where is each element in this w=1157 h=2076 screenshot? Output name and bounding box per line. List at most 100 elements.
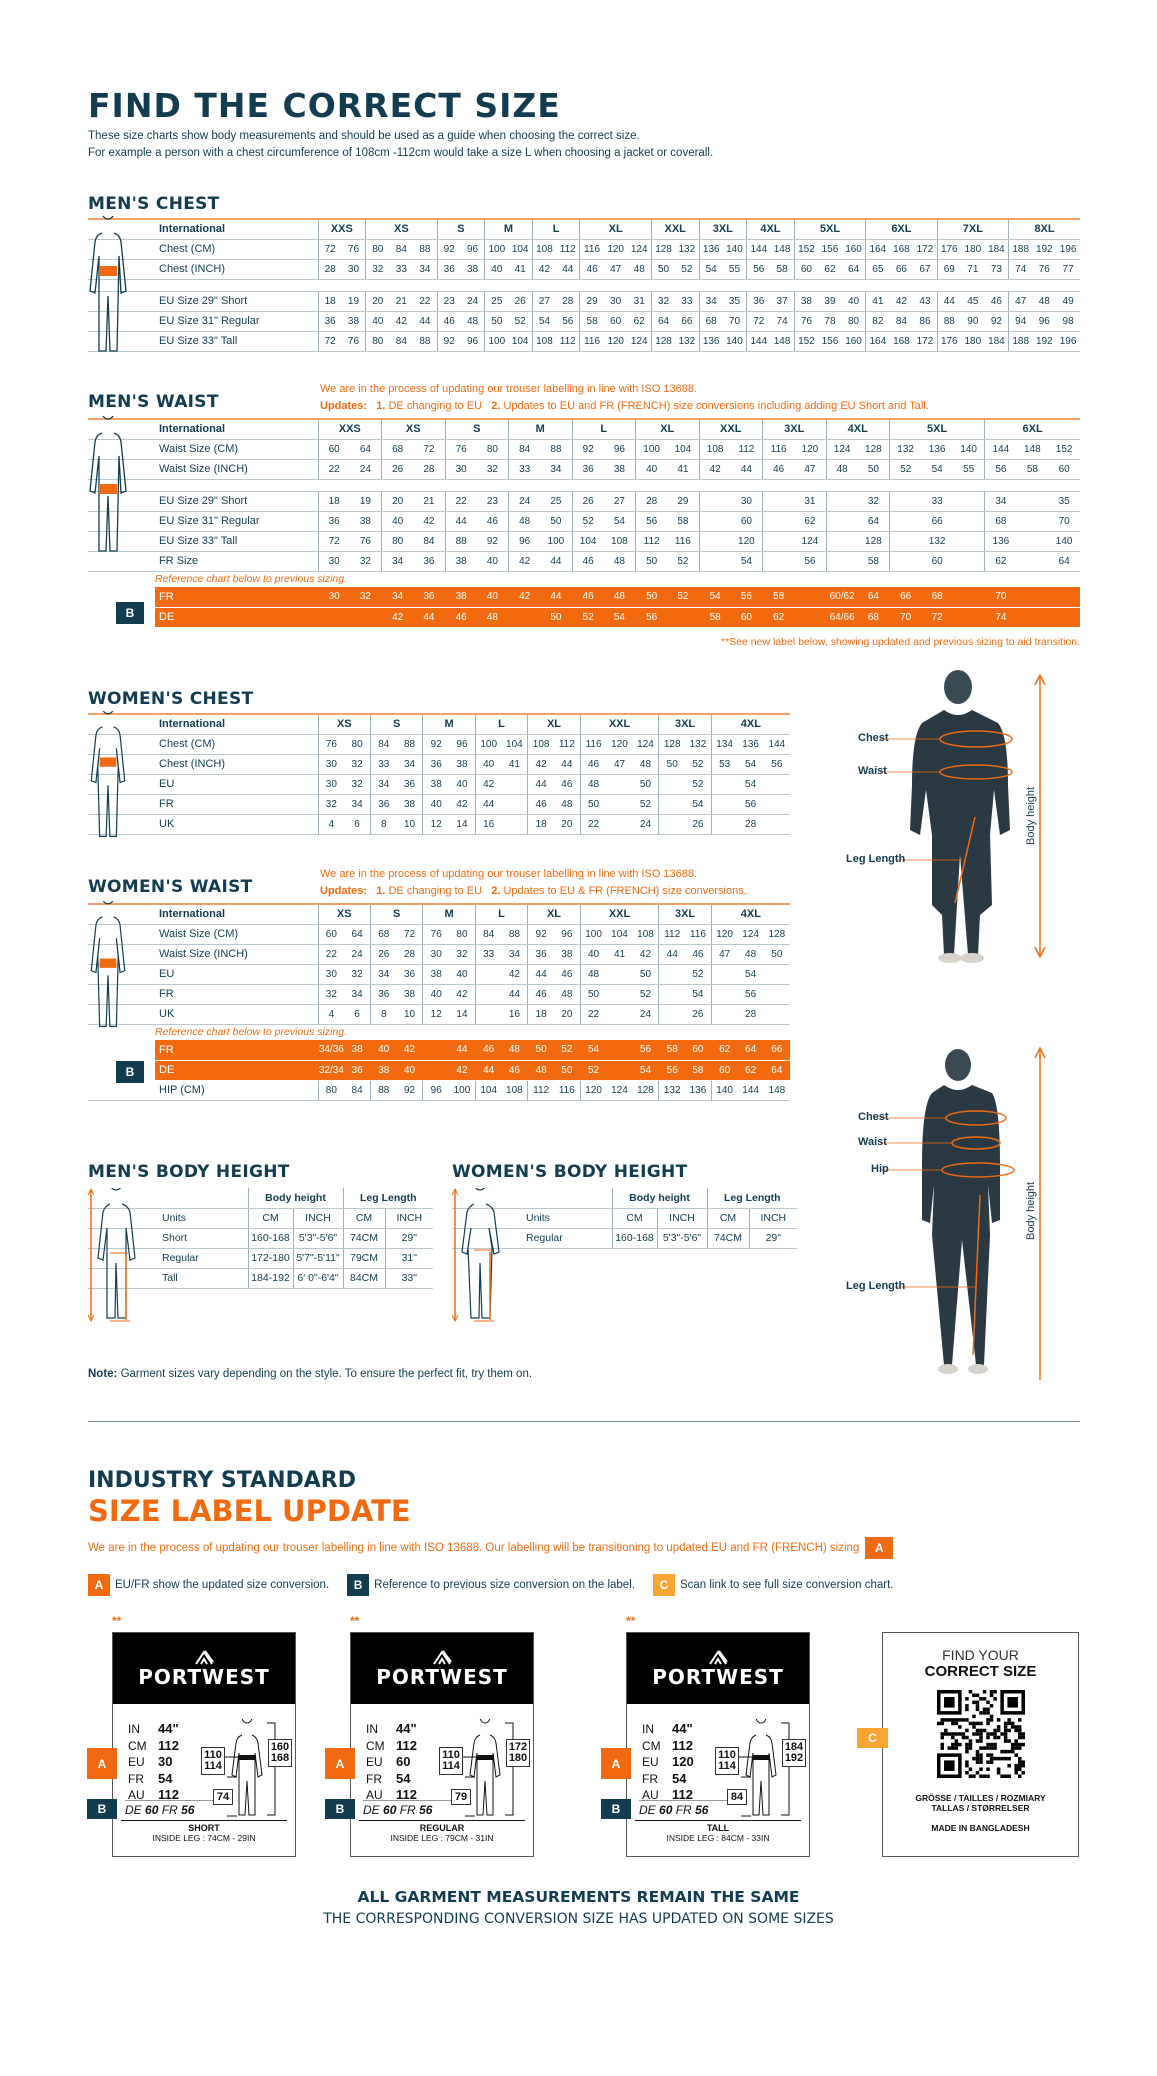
size-cell: 23 <box>436 291 461 312</box>
size-cell: 47 <box>794 459 826 480</box>
qr-size-card: FIND YOUR CORRECT SIZE GRÖSSE / TAILLES … <box>882 1632 1079 1857</box>
size-header: XL <box>579 218 652 240</box>
size-cell: 100 <box>579 924 607 945</box>
size-cell: 34 <box>369 964 397 985</box>
qr-code[interactable] <box>936 1690 1025 1778</box>
womens-chest-table: International XS S M L XL XXL 3XL 4XL Chest (CM) 7… <box>88 713 790 835</box>
size-cell: 156 <box>818 239 842 260</box>
size-cell: 50 <box>857 459 890 480</box>
size-cell: 56 <box>635 607 668 628</box>
size-cell: 44 <box>501 984 528 1005</box>
waist-range-bottom: 114 <box>204 1760 222 1772</box>
size-cell <box>763 964 790 985</box>
size-value-row: IN 44" <box>128 1721 179 1738</box>
size-cell: 68 <box>381 439 414 460</box>
table-row: Tall 184-192 6' 0"-6'4" 84CM 33" <box>88 1268 434 1289</box>
size-cell: 6 <box>344 1004 371 1025</box>
size-cell: 84 <box>508 439 541 460</box>
size-cell: 38 <box>344 1040 371 1061</box>
size-cell <box>606 774 633 795</box>
size-cell: 41 <box>667 459 699 480</box>
size-cell: 112 <box>553 734 581 755</box>
size-cell: 32 <box>344 964 371 985</box>
size-cell: 40 <box>365 311 390 332</box>
size-cell: 124 <box>627 239 652 260</box>
old-fr-key: FR <box>399 1803 416 1817</box>
size-cell: 40 <box>474 754 502 775</box>
size-cell <box>606 1060 633 1081</box>
size-cell: 124 <box>627 331 652 352</box>
mens-chest-table: International XXS XS S M L XL XXL 3XL 4XL 5XL 6XL 7X… <box>88 218 1080 352</box>
size-key: EU <box>128 1755 145 1769</box>
update-1-number: 1. <box>376 885 386 897</box>
figure-cell <box>88 984 155 1005</box>
row-label: EU Size 29" Short <box>155 291 318 312</box>
row-label: Waist Size (INCH) <box>155 944 318 965</box>
size-cell: 88 <box>444 531 477 552</box>
mens-body-height-section: Body height Leg Length Units CM INCH CM INCH Sh… <box>88 1188 434 1323</box>
updates-label: Updates: <box>320 885 368 897</box>
size-value-row: FR 54 <box>642 1771 694 1788</box>
size-cell: 55 <box>953 459 985 480</box>
size-cell: 21 <box>389 291 414 312</box>
female-model-figure <box>880 1046 1046 1380</box>
size-cell: 18 <box>317 291 342 312</box>
size-cell: 34 <box>381 551 414 572</box>
size-cell: 120 <box>730 531 763 552</box>
size-cell: 34 <box>984 491 1017 512</box>
size-cell <box>953 531 985 552</box>
size-cell: 40 <box>484 259 509 280</box>
table-row: Chest (INCH) 30 32 33 34 36 38 40 41 42 44 46 47 48 50… <box>88 754 790 775</box>
size-cell <box>889 511 922 532</box>
size-cell <box>889 551 922 572</box>
male-outline-chest-icon <box>89 216 127 352</box>
size-cell: 41 <box>501 754 528 775</box>
size-cell: 132 <box>921 531 953 552</box>
size-key: EU <box>642 1755 659 1769</box>
size-cell: 62 <box>737 1060 764 1081</box>
size-cell: 38 <box>444 551 477 572</box>
figure-cell <box>88 774 155 795</box>
size-cell <box>953 551 985 572</box>
row-label: UK <box>155 1004 318 1025</box>
size-cell: 48 <box>527 1060 554 1081</box>
womens-waist-notice: We are in the process of updating our tr… <box>320 866 747 900</box>
size-cell: 44 <box>413 607 445 628</box>
size-cell <box>1016 491 1049 512</box>
size-cell: 52 <box>889 459 922 480</box>
size-cell <box>606 1040 633 1061</box>
figure-cell <box>88 964 155 985</box>
size-cell: 144 <box>746 239 771 260</box>
female-outline-chest-icon <box>90 711 126 837</box>
size-cell: 48 <box>508 511 541 532</box>
unit-header: INCH <box>748 1208 798 1229</box>
size-header: L <box>571 418 636 440</box>
size-cell: 40 <box>635 459 668 480</box>
male-body-height-label: Body height <box>1025 786 1037 845</box>
size-cell: 80 <box>449 924 476 945</box>
size-cell: 132 <box>675 331 699 352</box>
size-cell: 120 <box>603 331 628 352</box>
size-cell <box>658 984 686 1005</box>
size-cell: 100 <box>540 531 572 552</box>
size-cell: 156 <box>818 331 842 352</box>
footer-line-1: ALL GARMENT MEASUREMENTS REMAIN THE SAME <box>357 1888 800 1906</box>
female-hip-label: Hip <box>871 1163 889 1175</box>
portwest-logo-icon <box>709 1649 728 1665</box>
size-cell: 19 <box>341 291 366 312</box>
size-cell <box>763 814 790 835</box>
size-cell: 112 <box>635 531 668 552</box>
waist-range-top: 110 <box>442 1749 460 1761</box>
qr-card-line2: CORRECT SIZE <box>924 1663 1037 1680</box>
group-header-row: Body height Leg Length <box>452 1188 798 1209</box>
size-cell: 42 <box>389 311 414 332</box>
size-cell: 43 <box>913 291 938 312</box>
size-cell: 108 <box>531 239 557 260</box>
table-row: Waist Size (CM) 60 64 68 72 76 80 84 88 92 96 100 10… <box>88 924 790 945</box>
size-cell: 32 <box>857 491 890 512</box>
size-cell: 30 <box>317 754 345 775</box>
size-cell: 192 <box>1032 331 1057 352</box>
size-value-row: AU 112 <box>366 1787 417 1804</box>
double-asterisk-mark: ** <box>350 1614 360 1628</box>
size-cell: 148 <box>770 331 795 352</box>
